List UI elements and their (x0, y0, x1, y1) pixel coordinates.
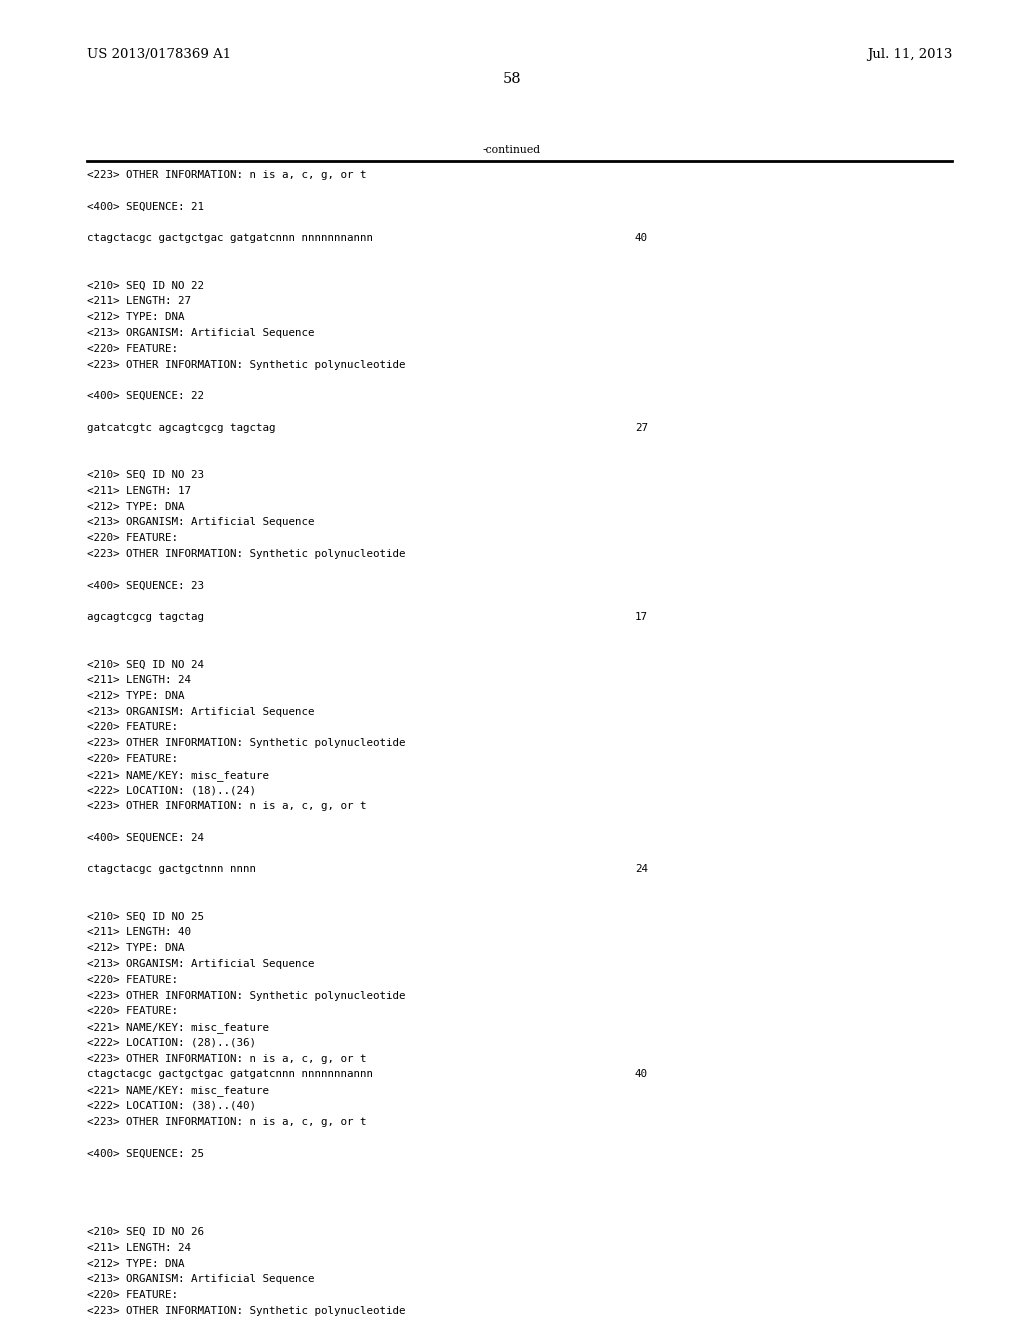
Text: <210> SEQ ID NO 23: <210> SEQ ID NO 23 (87, 470, 204, 480)
Text: <221> NAME/KEY: misc_feature: <221> NAME/KEY: misc_feature (87, 1085, 269, 1096)
Text: Jul. 11, 2013: Jul. 11, 2013 (867, 49, 952, 61)
Text: <213> ORGANISM: Artificial Sequence: <213> ORGANISM: Artificial Sequence (87, 517, 314, 527)
Text: <211> LENGTH: 27: <211> LENGTH: 27 (87, 297, 191, 306)
Text: <212> TYPE: DNA: <212> TYPE: DNA (87, 313, 184, 322)
Text: <220> FEATURE:: <220> FEATURE: (87, 722, 178, 733)
Text: <212> TYPE: DNA: <212> TYPE: DNA (87, 1259, 184, 1269)
Text: ctagctacgc gactgctgac gatgatcnnn nnnnnnnannn: ctagctacgc gactgctgac gatgatcnnn nnnnnnn… (87, 1069, 373, 1080)
Text: <223> OTHER INFORMATION: n is a, c, g, or t: <223> OTHER INFORMATION: n is a, c, g, o… (87, 170, 367, 181)
Text: <213> ORGANISM: Artificial Sequence: <213> ORGANISM: Artificial Sequence (87, 329, 314, 338)
Text: <400> SEQUENCE: 21: <400> SEQUENCE: 21 (87, 202, 204, 211)
Text: <222> LOCATION: (18)..(24): <222> LOCATION: (18)..(24) (87, 785, 256, 796)
Text: gatcatcgtc agcagtcgcg tagctag: gatcatcgtc agcagtcgcg tagctag (87, 422, 275, 433)
Text: <220> FEATURE:: <220> FEATURE: (87, 343, 178, 354)
Text: <213> ORGANISM: Artificial Sequence: <213> ORGANISM: Artificial Sequence (87, 706, 314, 717)
Text: <220> FEATURE:: <220> FEATURE: (87, 1290, 178, 1300)
Text: <220> FEATURE:: <220> FEATURE: (87, 974, 178, 985)
Text: -continued: -continued (483, 145, 541, 156)
Text: <400> SEQUENCE: 22: <400> SEQUENCE: 22 (87, 391, 204, 401)
Text: <211> LENGTH: 24: <211> LENGTH: 24 (87, 1243, 191, 1253)
Text: US 2013/0178369 A1: US 2013/0178369 A1 (87, 49, 231, 61)
Text: 27: 27 (635, 422, 648, 433)
Text: <212> TYPE: DNA: <212> TYPE: DNA (87, 690, 184, 701)
Text: <220> FEATURE:: <220> FEATURE: (87, 1006, 178, 1016)
Text: <221> NAME/KEY: misc_feature: <221> NAME/KEY: misc_feature (87, 770, 269, 780)
Text: <220> FEATURE:: <220> FEATURE: (87, 533, 178, 543)
Text: <400> SEQUENCE: 23: <400> SEQUENCE: 23 (87, 581, 204, 590)
Text: <221> NAME/KEY: misc_feature: <221> NAME/KEY: misc_feature (87, 1022, 269, 1034)
Text: <223> OTHER INFORMATION: n is a, c, g, or t: <223> OTHER INFORMATION: n is a, c, g, o… (87, 1053, 367, 1064)
Text: <211> LENGTH: 40: <211> LENGTH: 40 (87, 928, 191, 937)
Text: ctagctacgc gactgctgac gatgatcnnn nnnnnnnannn: ctagctacgc gactgctgac gatgatcnnn nnnnnnn… (87, 234, 373, 243)
Text: <400> SEQUENCE: 24: <400> SEQUENCE: 24 (87, 833, 204, 842)
Text: <222> LOCATION: (38)..(40): <222> LOCATION: (38)..(40) (87, 1101, 256, 1111)
Text: <223> OTHER INFORMATION: Synthetic polynucleotide: <223> OTHER INFORMATION: Synthetic polyn… (87, 549, 406, 558)
Text: <220> FEATURE:: <220> FEATURE: (87, 754, 178, 764)
Text: <210> SEQ ID NO 22: <210> SEQ ID NO 22 (87, 281, 204, 290)
Text: agcagtcgcg tagctag: agcagtcgcg tagctag (87, 612, 204, 622)
Text: <223> OTHER INFORMATION: n is a, c, g, or t: <223> OTHER INFORMATION: n is a, c, g, o… (87, 801, 367, 812)
Text: <223> OTHER INFORMATION: n is a, c, g, or t: <223> OTHER INFORMATION: n is a, c, g, o… (87, 1117, 367, 1127)
Text: <210> SEQ ID NO 26: <210> SEQ ID NO 26 (87, 1228, 204, 1237)
Text: <223> OTHER INFORMATION: Synthetic polynucleotide: <223> OTHER INFORMATION: Synthetic polyn… (87, 738, 406, 748)
Text: ctagctacgc gactgctnnn nnnn: ctagctacgc gactgctnnn nnnn (87, 865, 256, 874)
Text: 17: 17 (635, 612, 648, 622)
Text: <223> OTHER INFORMATION: Synthetic polynucleotide: <223> OTHER INFORMATION: Synthetic polyn… (87, 990, 406, 1001)
Text: <210> SEQ ID NO 24: <210> SEQ ID NO 24 (87, 659, 204, 669)
Text: <223> OTHER INFORMATION: Synthetic polynucleotide: <223> OTHER INFORMATION: Synthetic polyn… (87, 359, 406, 370)
Text: <211> LENGTH: 17: <211> LENGTH: 17 (87, 486, 191, 496)
Text: <212> TYPE: DNA: <212> TYPE: DNA (87, 502, 184, 512)
Text: 24: 24 (635, 865, 648, 874)
Text: <210> SEQ ID NO 25: <210> SEQ ID NO 25 (87, 912, 204, 921)
Text: <211> LENGTH: 24: <211> LENGTH: 24 (87, 675, 191, 685)
Text: <222> LOCATION: (28)..(36): <222> LOCATION: (28)..(36) (87, 1038, 256, 1048)
Text: <213> ORGANISM: Artificial Sequence: <213> ORGANISM: Artificial Sequence (87, 958, 314, 969)
Text: <212> TYPE: DNA: <212> TYPE: DNA (87, 944, 184, 953)
Text: <400> SEQUENCE: 25: <400> SEQUENCE: 25 (87, 1148, 204, 1158)
Text: <223> OTHER INFORMATION: Synthetic polynucleotide: <223> OTHER INFORMATION: Synthetic polyn… (87, 1305, 406, 1316)
Text: 40: 40 (635, 234, 648, 243)
Text: 40: 40 (635, 1069, 648, 1080)
Text: 58: 58 (503, 71, 521, 86)
Text: <213> ORGANISM: Artificial Sequence: <213> ORGANISM: Artificial Sequence (87, 1275, 314, 1284)
